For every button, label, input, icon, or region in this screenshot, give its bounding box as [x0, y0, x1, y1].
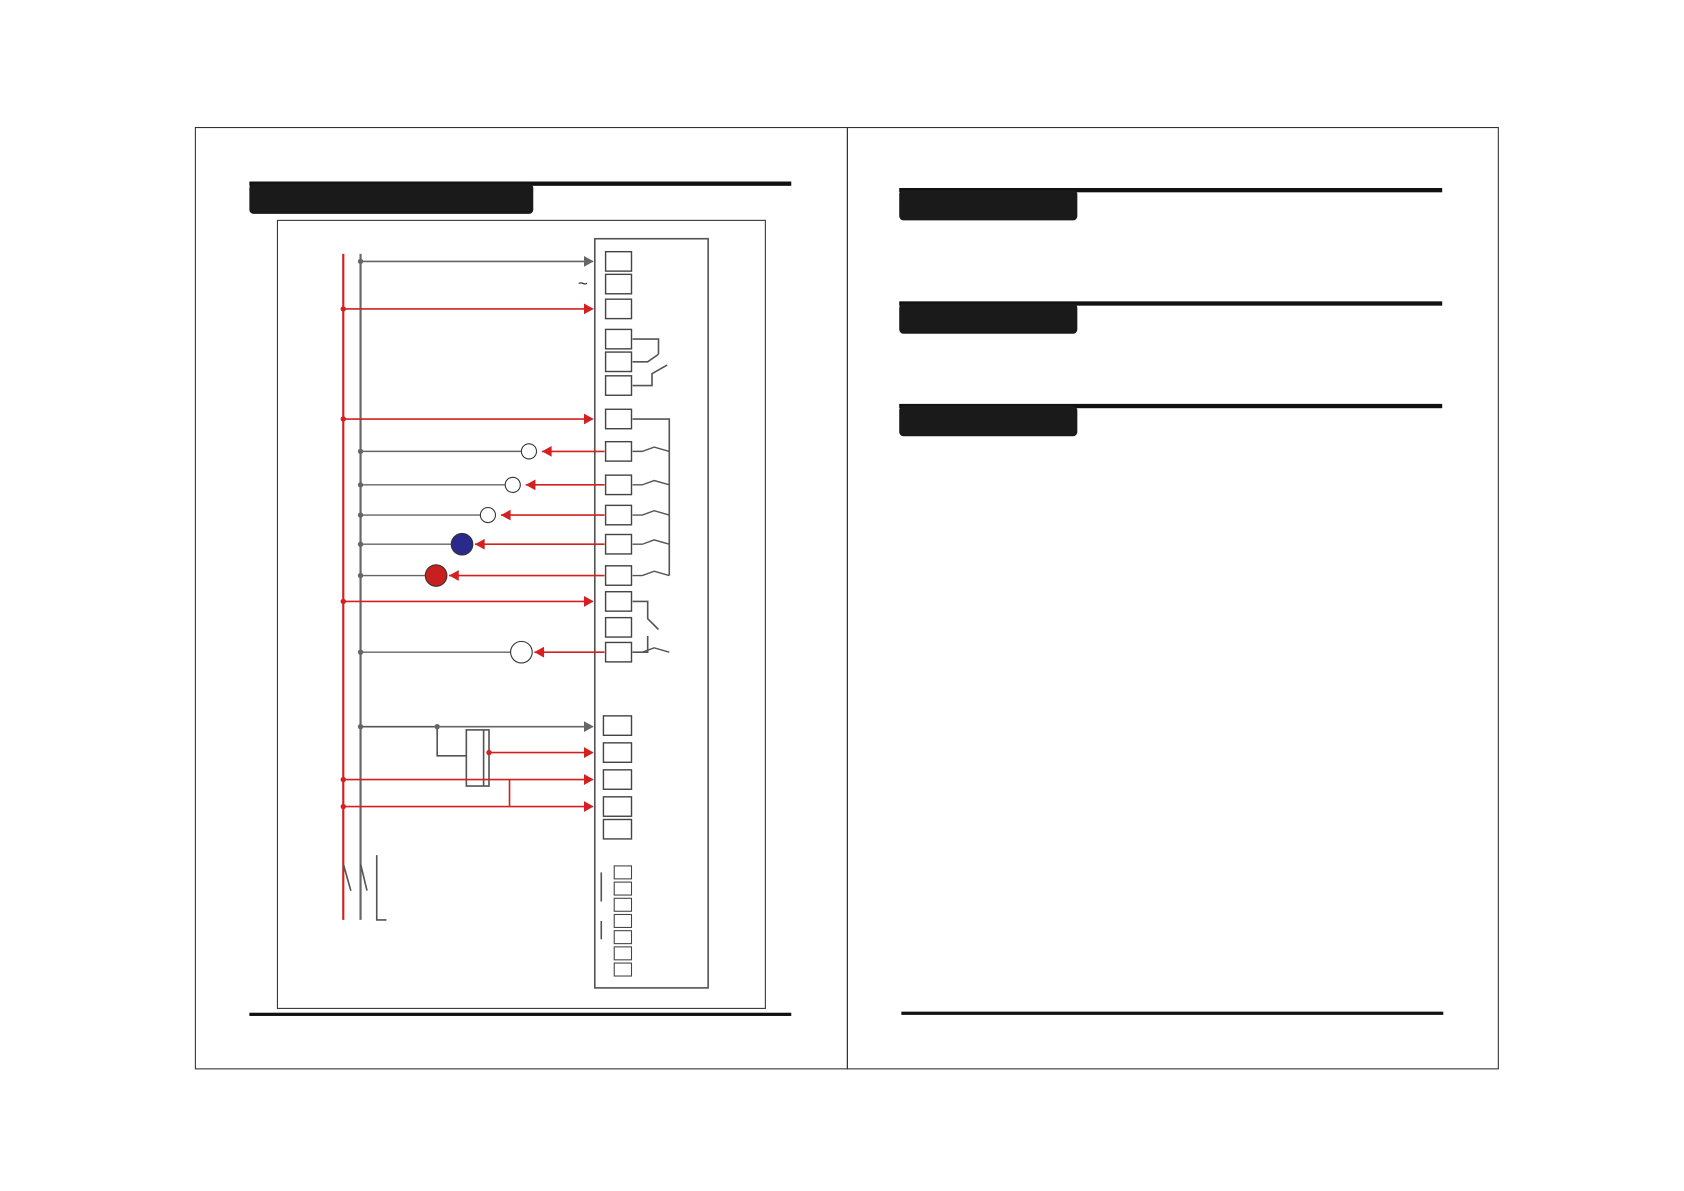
terminal	[604, 250, 633, 272]
terminal	[604, 565, 633, 586]
node	[340, 598, 346, 605]
node	[357, 541, 364, 547]
terminal	[602, 715, 633, 736]
valve	[479, 506, 497, 524]
switch	[632, 539, 670, 545]
node	[486, 749, 492, 756]
switch	[632, 446, 670, 453]
terminal	[604, 504, 633, 526]
arrow	[584, 303, 594, 315]
terminal	[604, 641, 633, 663]
arrow	[541, 445, 552, 457]
wiring	[340, 250, 670, 977]
terminal	[604, 591, 633, 612]
switch	[632, 510, 670, 516]
arrow	[584, 747, 594, 758]
terminal	[613, 946, 633, 961]
terminal	[613, 962, 633, 977]
node	[357, 258, 364, 265]
node	[434, 723, 440, 730]
left-page	[194, 127, 848, 1070]
terminal	[604, 375, 633, 396]
arrow	[584, 596, 594, 607]
arrow	[584, 774, 594, 785]
footer-rule	[249, 1012, 792, 1016]
node	[357, 572, 364, 579]
right-headers	[899, 187, 1444, 1015]
terminal-block	[593, 237, 709, 989]
terminal	[604, 408, 633, 430]
arrow	[474, 538, 485, 550]
header-rule	[899, 301, 1443, 306]
contacts	[342, 338, 671, 940]
footer-rule	[901, 1011, 1444, 1015]
arrow	[534, 646, 545, 658]
terminal	[613, 881, 633, 896]
header-tab	[249, 183, 534, 214]
terminal	[613, 913, 633, 928]
lamp	[520, 443, 538, 460]
arrow	[500, 509, 511, 521]
header-tab	[899, 303, 1078, 334]
arrow	[584, 721, 594, 733]
switch	[632, 647, 670, 653]
terminal	[604, 298, 633, 320]
node	[357, 649, 364, 655]
header-rule	[899, 403, 1443, 409]
header-tab	[899, 190, 1078, 221]
diagram-frame	[276, 219, 766, 1009]
arrow	[525, 479, 536, 491]
node	[357, 482, 364, 488]
switch	[632, 570, 670, 577]
terminal	[604, 351, 633, 373]
ac-symbol: ~	[578, 273, 588, 293]
node	[340, 776, 346, 783]
terminal	[602, 796, 633, 817]
header-rule	[899, 187, 1443, 193]
terminal	[604, 616, 633, 638]
terminal	[613, 930, 633, 945]
header-rule	[249, 181, 792, 186]
arrow	[584, 801, 594, 812]
terminal	[602, 742, 633, 763]
fan-blue	[450, 532, 474, 556]
terminal	[602, 769, 633, 790]
node	[340, 803, 346, 810]
terminal	[604, 440, 633, 462]
terminal	[613, 865, 633, 880]
header-tab	[899, 406, 1078, 437]
node	[340, 306, 346, 312]
node	[357, 723, 364, 730]
arrow	[584, 413, 594, 425]
fan-red	[424, 564, 448, 587]
right-page	[846, 127, 1499, 1070]
terminal	[604, 273, 633, 295]
terminal	[604, 533, 633, 555]
defrost	[510, 640, 533, 664]
switch	[632, 479, 670, 486]
terminal	[613, 897, 633, 912]
node	[340, 416, 346, 422]
arrow	[449, 570, 459, 581]
terminal	[602, 818, 633, 840]
node	[357, 512, 364, 518]
heater	[504, 476, 521, 493]
arrow	[584, 256, 594, 267]
node	[357, 448, 364, 455]
terminal	[604, 328, 633, 350]
terminal	[604, 474, 633, 496]
